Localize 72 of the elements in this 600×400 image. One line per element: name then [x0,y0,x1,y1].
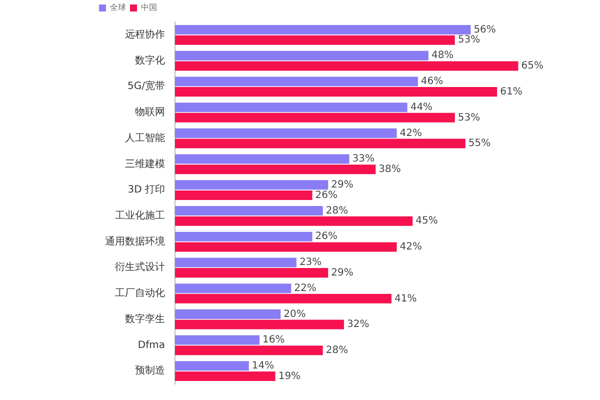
data-label: 44% [410,102,433,113]
bar [175,50,428,60]
y-tick-label: 人工智能 [125,132,165,144]
data-label: 16% [262,334,285,346]
bar [175,76,418,86]
data-label: 46% [420,76,444,88]
data-label: 19% [278,370,301,382]
data-label: 42% [400,128,422,139]
bar [175,206,323,216]
data-label: 20% [284,308,306,320]
data-label: 61% [500,86,522,98]
data-label: 48% [431,50,454,62]
y-tick-label: 远程协作 [125,28,165,41]
y-tick-label: 数字孪生 [125,312,165,325]
data-label: 14% [252,360,274,372]
data-label: 33% [352,154,374,165]
bar [175,61,518,71]
bar [175,335,260,345]
bar [175,320,344,330]
bar [175,284,292,294]
y-tick-label: Dfma [138,340,165,351]
bar [175,309,281,319]
bar [175,232,312,242]
y-tick-label: 预制造 [135,364,165,377]
y-tick-label: 工业化施工 [115,210,165,222]
y-tick-label: 5G/宽带 [128,80,165,92]
bar [175,258,296,268]
y-tick-label: 三维建模 [125,158,165,170]
data-label: 26% [315,190,338,201]
data-label: 65% [521,60,544,72]
data-label: 22% [294,282,316,294]
y-tick-label: 3D 打印 [128,184,165,196]
bar [175,128,397,138]
data-label: 45% [416,216,438,227]
data-label: 56% [474,24,496,36]
bar [175,268,328,278]
bar [175,154,350,164]
bar [175,112,455,122]
bar [175,35,455,45]
data-label: 28% [326,205,348,216]
bar [175,25,471,35]
bar [175,294,392,304]
bar [175,346,323,356]
bar [175,164,376,174]
legend-label: 中国 [141,3,157,12]
y-tick-label: 工厂自动化 [115,287,165,300]
bar [175,180,328,190]
y-tick-label: 衍生式设计 [115,261,165,274]
data-label: 42% [400,242,422,253]
data-label: 26% [315,231,338,242]
data-label: 29% [331,267,354,278]
data-label: 53% [458,112,480,124]
bar [175,102,408,112]
data-label: 41% [394,293,417,304]
bar [175,87,498,97]
y-tick-label: 物联网 [135,106,165,118]
y-tick-label: 数字化 [135,54,165,66]
data-label: 38% [378,164,401,175]
data-label: 28% [326,344,348,356]
data-label: 55% [468,138,491,150]
data-label: 53% [458,34,480,46]
bar [175,361,249,371]
data-label: 23% [299,257,322,268]
legend-label: 全球 [110,3,126,12]
bar [175,216,413,226]
bar [175,242,397,252]
y-tick-label: 通用数据环境 [105,235,165,248]
data-label: 32% [346,319,370,330]
bar [175,371,276,381]
bar [175,190,312,200]
data-label: 29% [331,179,354,190]
bar [175,138,466,148]
